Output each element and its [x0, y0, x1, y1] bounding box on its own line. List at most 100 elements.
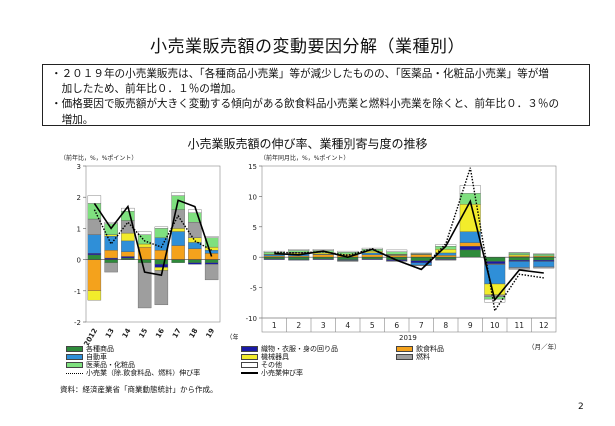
bar-segment [87, 253, 102, 256]
x-tick-label: 6 [394, 321, 399, 330]
bar-segment [459, 242, 481, 247]
bar-segment [137, 259, 152, 263]
bar-segment [121, 256, 135, 259]
bar-segment [154, 228, 169, 238]
x-tick-label: 8 [443, 321, 448, 330]
bar-segment [410, 264, 432, 266]
core-growth-line [93, 209, 212, 251]
bar-segment [154, 226, 169, 229]
legend-swatch [241, 346, 258, 352]
bar-segment [288, 259, 310, 261]
bar-segment [386, 251, 408, 255]
bar-segment [533, 253, 555, 257]
bar-segment [87, 254, 102, 260]
bar-segment [484, 261, 506, 265]
legend-swatch [241, 362, 258, 368]
bar-segment [361, 254, 383, 258]
bar-segment [104, 259, 118, 263]
legend-swatch [396, 346, 413, 352]
legend-swatch [396, 354, 413, 360]
legend-item-food: 飲食料品 [396, 344, 444, 354]
page-number: 2 [578, 402, 584, 412]
bar-segment [188, 237, 202, 243]
legend-item-drugs: 医薬品・化粧品 [66, 360, 135, 370]
year-label: 2019 [399, 334, 417, 342]
x-tick-label: 2 [296, 321, 301, 330]
bar-segment [87, 195, 102, 204]
y-tick-label: 2 [77, 194, 81, 202]
legend-item-dotted-line: 小売業（除.飲食料品、燃料）伸び率 [66, 368, 200, 378]
legend-item-general: 各種商品 [66, 344, 114, 354]
legend-swatch [241, 354, 258, 360]
bar-segment [137, 231, 152, 235]
legend-item-fuel: 燃料 [396, 352, 430, 362]
y-tick-label: 3 [77, 163, 81, 171]
bar-segment [171, 231, 185, 246]
bar-segment [263, 250, 285, 253]
bar-segment [508, 257, 530, 261]
x-tick-label: 3 [321, 321, 326, 330]
legend-swatch [66, 354, 83, 360]
bar-segment [204, 250, 219, 254]
bar-segment [459, 246, 481, 251]
bar-segment [87, 259, 102, 291]
annual-chart: -2 -1 0 1 2 3（前年比，%，%ポイント） 2012 13 14 15 16 17 18 19 （… [60, 154, 238, 345]
bar-segment [459, 185, 481, 194]
bar-segment [171, 245, 185, 260]
bar-segment [459, 249, 481, 258]
y-tick-label: -10 [246, 315, 257, 323]
y-axis-label: （前年比，%，%ポイント） [60, 154, 137, 162]
summary-box: ・２０１９年の小売業販売は、「各種商品小売業」等が減少したものの、「医薬品・化粧… [42, 64, 590, 126]
y-tick-label: -2 [74, 319, 81, 327]
x-tick-label: 4 [345, 321, 350, 330]
bar-segment [533, 261, 555, 268]
bar-segment [87, 218, 102, 235]
bar-segment [312, 258, 334, 260]
x-tick-label: 19 [205, 327, 217, 340]
bar-segment [484, 257, 506, 262]
bar-segment [508, 252, 530, 255]
bar-segment [188, 209, 202, 213]
bar-segment [435, 259, 457, 261]
bar-segment [337, 260, 359, 262]
x-tick-label: 18 [188, 327, 200, 340]
source-note: 資料：経済産業省「商業動態統計」から作成。 [60, 385, 218, 394]
bar-segment [410, 254, 432, 258]
x-tick-label: 11 [514, 321, 524, 330]
bar-segment [312, 254, 334, 258]
bar-segment [263, 254, 285, 257]
bar-segment [508, 267, 530, 270]
x-tick-label: 7 [419, 321, 424, 330]
bar-segment [533, 257, 555, 261]
bar-segment [508, 252, 530, 254]
x-tick-label: 14 [121, 327, 133, 340]
y-tick-label: 0 [253, 254, 257, 262]
bar-segment [533, 266, 555, 269]
bar-segment [288, 249, 310, 251]
y-tick-label: -5 [250, 285, 257, 293]
x-tick-label: 5 [370, 321, 375, 330]
legend-item-solid-line: 小売業伸び率 [241, 368, 303, 378]
x-axis-unit: （年） [226, 332, 238, 341]
bar-segment [121, 240, 135, 252]
bar-segment [154, 270, 169, 306]
bar-segment [484, 283, 506, 296]
bar-segment [121, 232, 135, 242]
bar-segment [171, 228, 185, 232]
bar-segment [104, 221, 118, 224]
x-tick-label: 1 [272, 321, 277, 330]
x-tick-label: 10 [490, 321, 500, 330]
bar-segment [288, 257, 310, 260]
bar-segment [204, 236, 219, 238]
bar-segment [154, 264, 169, 268]
bar-segment [171, 259, 185, 263]
x-tick-label: 17 [171, 327, 183, 340]
bar-segment [87, 234, 102, 254]
x-tick-label: 16 [154, 327, 166, 340]
y-tick-label: 5 [253, 224, 257, 232]
y-tick-label: 0 [77, 257, 81, 265]
legend-item-other: その他 [241, 360, 282, 370]
legend-item-apparel: 織物・衣服・身の回り品 [241, 344, 338, 354]
y-tick-label: 15 [248, 163, 257, 171]
